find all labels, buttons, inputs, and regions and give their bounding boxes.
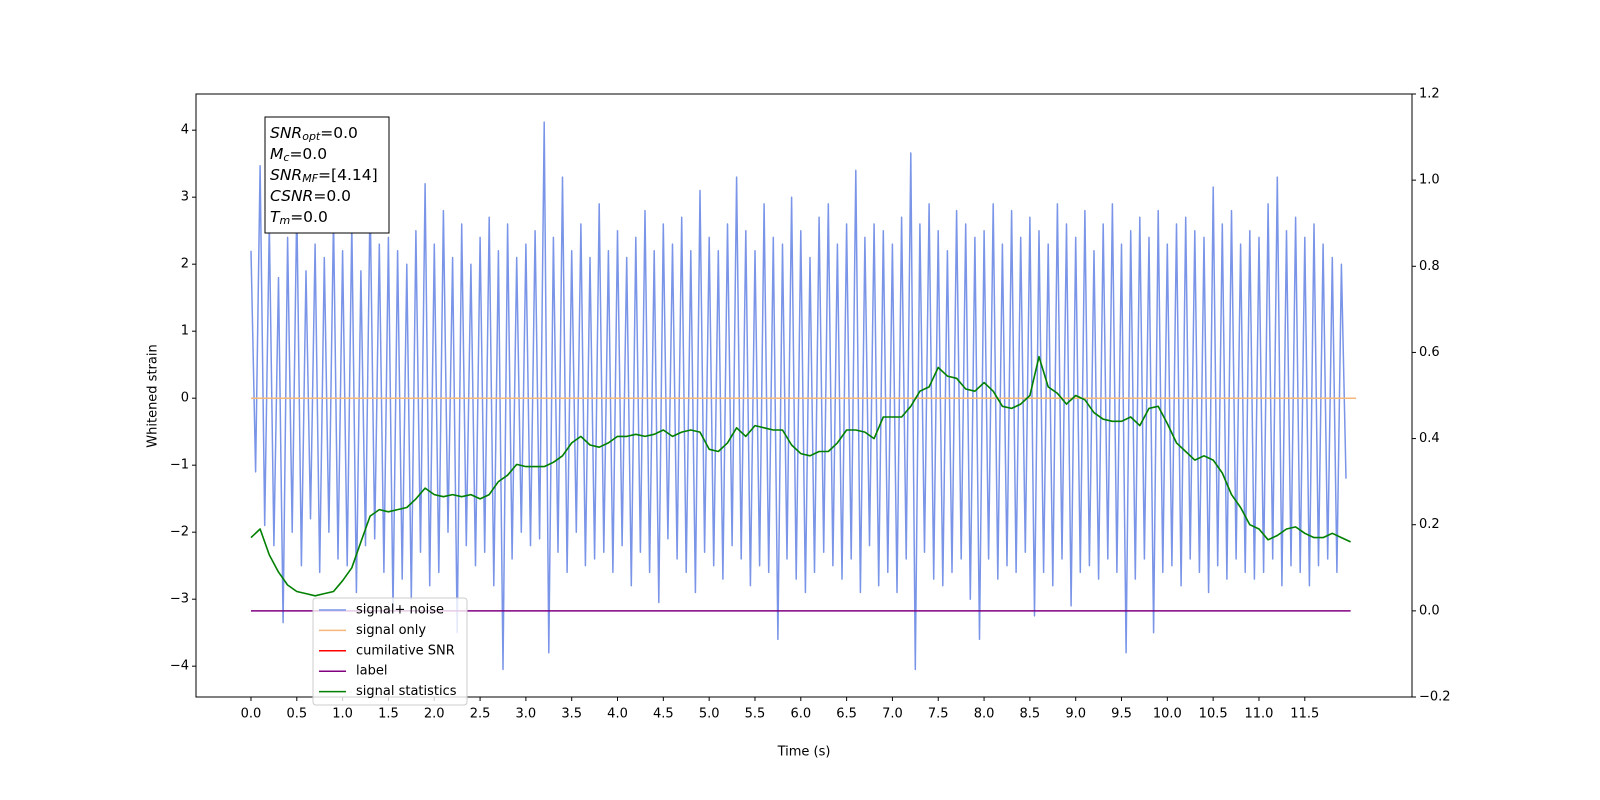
annotation-box xyxy=(264,116,390,234)
x-tick-label: 8.5 xyxy=(1020,707,1041,722)
y2-tick-label: 0.2 xyxy=(1419,517,1440,532)
series-line xyxy=(250,355,1351,597)
x-tick-label: 11.5 xyxy=(1290,707,1319,722)
annotation-value: =0.0 xyxy=(320,124,358,142)
legend-label: label xyxy=(356,664,387,679)
y-tick-label: 0 xyxy=(181,391,189,406)
annotation-symbol: SNR xyxy=(270,124,302,142)
y-tick-label: 1 xyxy=(181,324,189,339)
y-tick-label: 3 xyxy=(181,190,189,205)
legend-label: signal+ noise xyxy=(356,603,444,618)
annotation: SNRopt=0.0Mc=0.0SNRMF=[4.14]CSNR=0.0Tm=0… xyxy=(264,116,390,234)
legend-label: signal statistics xyxy=(356,684,457,699)
x-tick-label: 7.0 xyxy=(882,707,903,722)
y2-tick-label: 0.0 xyxy=(1419,603,1440,618)
x-tick-label: 1.5 xyxy=(378,707,399,722)
y2-tick-label: 0.4 xyxy=(1419,431,1440,446)
x-tick-label: 1.0 xyxy=(332,707,353,722)
annotation-line: Tm=0.0 xyxy=(270,208,328,228)
y2-tick-label: 0.6 xyxy=(1419,345,1440,360)
legend-label: signal only xyxy=(356,623,426,638)
annotation-line: SNRMF=[4.14] xyxy=(270,166,378,186)
x-tick-label: 9.0 xyxy=(1065,707,1086,722)
annotation-symbol: SNR xyxy=(270,166,302,184)
x-tick-label: 11.0 xyxy=(1244,707,1273,722)
x-tick-label: 7.5 xyxy=(928,707,949,722)
annotation-value: =0.0 xyxy=(290,208,328,226)
x-tick-label: 2.5 xyxy=(470,707,491,722)
annotation-symbol: M xyxy=(270,145,283,163)
x-tick-label: 0.5 xyxy=(286,707,307,722)
annotation-line: SNRopt=0.0 xyxy=(270,124,358,144)
y-tick-label: −3 xyxy=(170,592,189,607)
annotation-subscript: m xyxy=(279,214,290,227)
y-tick-label: 2 xyxy=(181,257,189,272)
annotation-subscript: MF xyxy=(302,172,318,185)
y2-tick-label: 1.2 xyxy=(1419,87,1440,102)
x-tick-label: 4.0 xyxy=(607,707,628,722)
x-tick-label: 6.0 xyxy=(790,707,811,722)
axes-frame xyxy=(195,93,1413,698)
x-tick-label: 8.0 xyxy=(974,707,995,722)
y2-tick-label: −0.2 xyxy=(1419,690,1451,705)
annotation-symbol: CSNR xyxy=(270,187,313,205)
x-tick-label: 6.5 xyxy=(836,707,857,722)
legend: signal+ noise signal only cumilative SNR la… xyxy=(312,597,468,706)
x-tick-label: 0.0 xyxy=(241,707,262,722)
annotation-subscript: c xyxy=(283,151,289,164)
y-tick-label: −4 xyxy=(170,659,189,674)
legend-label: cumilative SNR xyxy=(356,643,455,658)
annotation-value: =0.0 xyxy=(289,145,327,163)
x-tick-label: 4.5 xyxy=(653,707,674,722)
x-tick-label: 5.0 xyxy=(699,707,720,722)
legend-box xyxy=(312,597,468,706)
x-tick-label: 9.5 xyxy=(1111,707,1132,722)
y-tick-label: 4 xyxy=(181,123,189,138)
x-tick-label: 10.5 xyxy=(1199,707,1228,722)
annotation-subscript: opt xyxy=(302,130,321,143)
x-tick-label: 10.0 xyxy=(1153,707,1182,722)
x-tick-label: 3.0 xyxy=(516,707,537,722)
y2-tick-label: 0.8 xyxy=(1419,259,1440,274)
annotation-line: CSNR=0.0 xyxy=(270,187,351,205)
y-tick-label: −1 xyxy=(170,458,189,473)
y-axis-label: Whitened strain xyxy=(146,344,161,447)
y-tick-label: −2 xyxy=(170,525,189,540)
annotation-line: Mc=0.0 xyxy=(270,145,327,165)
series-line xyxy=(250,121,1347,671)
annotation-value: =0.0 xyxy=(313,187,351,205)
x-tick-label: 2.0 xyxy=(424,707,445,722)
annotation-symbol: T xyxy=(270,208,281,226)
x-axis-label: Time (s) xyxy=(777,745,831,760)
y2-tick-label: 1.0 xyxy=(1419,173,1440,188)
x-tick-label: 5.5 xyxy=(745,707,766,722)
x-tick-label: 3.5 xyxy=(561,707,582,722)
annotation-value: =[4.14] xyxy=(318,166,378,184)
